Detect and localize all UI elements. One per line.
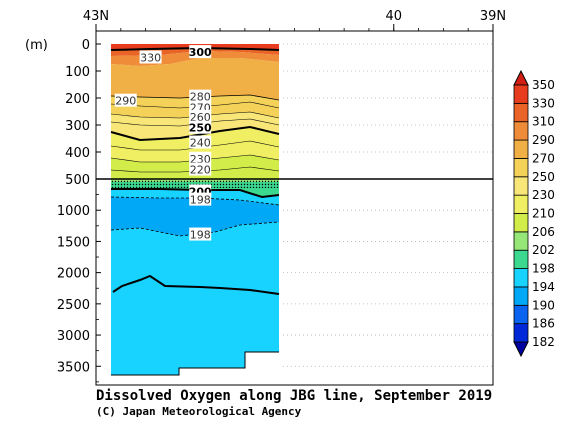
- contour-label: 220: [190, 164, 211, 177]
- colorbar-label: 250: [532, 170, 555, 184]
- contour-label-bg: [189, 227, 212, 241]
- colorbar-label: 350: [532, 78, 555, 92]
- colorbar-swatch: [513, 176, 529, 196]
- contour-line-200: [111, 188, 280, 199]
- colorbar-label: 198: [532, 262, 555, 276]
- colorbar-label: 182: [532, 335, 555, 349]
- y-tick-label: 100: [65, 65, 90, 80]
- band-198-deep: [111, 222, 279, 375]
- colorbar-label: 210: [532, 207, 555, 221]
- y-tick-label: 3500: [57, 360, 90, 375]
- contour-label: 240: [190, 137, 211, 150]
- colorbar-swatch: [513, 84, 529, 104]
- contour-label: 198: [190, 229, 211, 242]
- colorbar-bottom-arrow: [513, 341, 529, 358]
- x-tick-label: 40: [385, 9, 402, 24]
- colorbar-label: 270: [532, 151, 555, 165]
- y-tick-label: 200: [65, 92, 90, 107]
- colorbar-label: 202: [532, 243, 555, 257]
- chart-title: Dissolved Oxygen along JBG line, Septemb…: [96, 388, 493, 404]
- contour-label-bg: [114, 93, 137, 107]
- colorbar-swatch: [513, 121, 529, 141]
- colorbar-swatch: [513, 286, 529, 306]
- contour-label: 280: [190, 91, 211, 104]
- y-tick-label: 1000: [57, 204, 90, 219]
- contour-line-deep: [112, 274, 280, 295]
- colorbar-swatch: [513, 213, 529, 233]
- colorbar-label: 194: [532, 280, 555, 294]
- contour-line-250: [110, 125, 280, 142]
- y-tick-label: 3000: [57, 329, 90, 344]
- colorbar-swatch: [513, 249, 529, 269]
- dotted-layer: [111, 180, 279, 188]
- contour-label: 230: [190, 153, 211, 166]
- contour-label-bg: [189, 89, 212, 103]
- colorbar-label: 190: [532, 298, 555, 312]
- band-194: [111, 197, 279, 236]
- x-axis: 43N 40 39N: [83, 9, 506, 31]
- x-tick-label: 43N: [83, 9, 109, 24]
- colorbar-swatch: [513, 323, 529, 343]
- colorbar-label: 230: [532, 188, 555, 202]
- band-290: [111, 58, 279, 100]
- contour-line-198-upper: [110, 196, 280, 206]
- colorbar-top-arrow: [513, 69, 529, 86]
- y-axis-unit: (m): [25, 38, 48, 53]
- contour-label-bg: [139, 50, 162, 64]
- colorbar-swatch: [513, 102, 529, 123]
- colorbar-label: 330: [532, 96, 555, 110]
- contour-label-bg: [189, 120, 212, 134]
- colorbar-swatch: [513, 158, 529, 178]
- y-tick-label: 300: [65, 119, 90, 134]
- contour-label-bg: [189, 162, 212, 176]
- colorbar-label: 310: [532, 115, 555, 129]
- colorbar-swatch: [513, 304, 529, 325]
- contour-label-bg: [189, 151, 212, 165]
- y-tick-label: 2500: [57, 298, 90, 313]
- colorbar-swatch: [513, 268, 529, 288]
- contour-label: 330: [140, 52, 161, 65]
- y-axis: 0 100 200 300 400 500 1000 1500 2000 2500 3000 3500: [57, 38, 101, 383]
- contour-label-bg: [189, 135, 212, 149]
- colorbar-swatch: [513, 194, 529, 214]
- y-tick-label: 2000: [57, 267, 90, 282]
- contour-label-bg: [189, 45, 212, 59]
- colorbar: 182 186 190 194 198 202 206 210 230 250 270 290 310 3…: [513, 69, 555, 358]
- y-tick-label: 0: [82, 38, 90, 53]
- contour-label-bg: [189, 192, 212, 206]
- colorbar-label: 186: [532, 317, 555, 331]
- contour-label: 300: [189, 46, 212, 59]
- colorbar-swatch: [513, 231, 529, 251]
- colorbar-swatch: [513, 139, 529, 159]
- contour-label: 198: [190, 194, 211, 207]
- contour-label: 260: [190, 111, 211, 124]
- contour-label-bg: [189, 109, 212, 123]
- x-tick-label: 39N: [480, 9, 506, 24]
- y-tick-label: 400: [65, 146, 90, 161]
- contour-line-bottom: [111, 351, 279, 376]
- contour-label: 250: [189, 122, 212, 135]
- y-tick-label: 1500: [57, 235, 90, 250]
- chart-credit: (C) Japan Meteorological Agency: [96, 405, 302, 418]
- colorbar-label: 290: [532, 133, 555, 147]
- y-tick-label: 500: [65, 173, 90, 188]
- colorbar-label: 206: [532, 225, 555, 239]
- contour-label: 290: [115, 95, 136, 108]
